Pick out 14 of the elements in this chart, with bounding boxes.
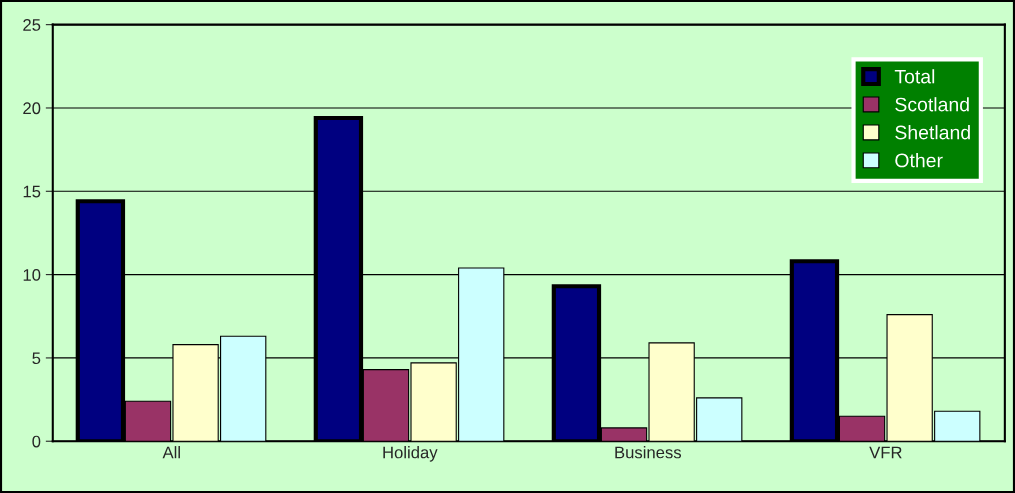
x-tick-label: Holiday	[383, 446, 438, 462]
legend-label: Other	[895, 153, 943, 168]
x-tick-label: All	[162, 446, 180, 459]
x-tick-label: Business	[615, 446, 682, 459]
y-tick-label: 15	[23, 185, 41, 198]
legend-label: Shetland	[895, 125, 970, 140]
y-tick-label: 0	[32, 435, 41, 448]
x-tick-label: VFR	[869, 446, 902, 459]
legend-label: Total	[894, 69, 935, 84]
y-tick-label: 10	[23, 269, 41, 281]
legend-label: Scotland	[895, 97, 969, 112]
y-tick-label: 20	[23, 102, 41, 115]
y-tick-label: 5	[32, 352, 41, 365]
y-tick-label: 25	[23, 19, 41, 31]
